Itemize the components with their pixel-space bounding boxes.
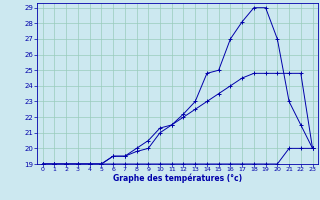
X-axis label: Graphe des températures (°c): Graphe des températures (°c)	[113, 174, 242, 183]
